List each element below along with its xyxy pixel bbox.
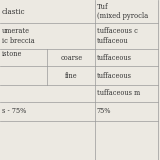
Text: clastic: clastic: [2, 8, 25, 16]
Text: fine: fine: [65, 72, 77, 80]
Text: s - 75%: s - 75%: [2, 107, 26, 115]
Text: coarse: coarse: [60, 54, 82, 62]
Text: tuffaceous c
tuffaceou: tuffaceous c tuffaceou: [97, 27, 138, 45]
Text: umerate
ic breccia: umerate ic breccia: [2, 27, 34, 45]
Text: tuffaceous m: tuffaceous m: [97, 89, 140, 97]
Text: tuffaceous: tuffaceous: [97, 54, 132, 62]
Text: istone: istone: [2, 50, 22, 58]
Text: Tuf
(mixed pyrocla: Tuf (mixed pyrocla: [97, 3, 148, 20]
Text: 75%: 75%: [97, 107, 111, 115]
Text: tuffaceous: tuffaceous: [97, 72, 132, 80]
